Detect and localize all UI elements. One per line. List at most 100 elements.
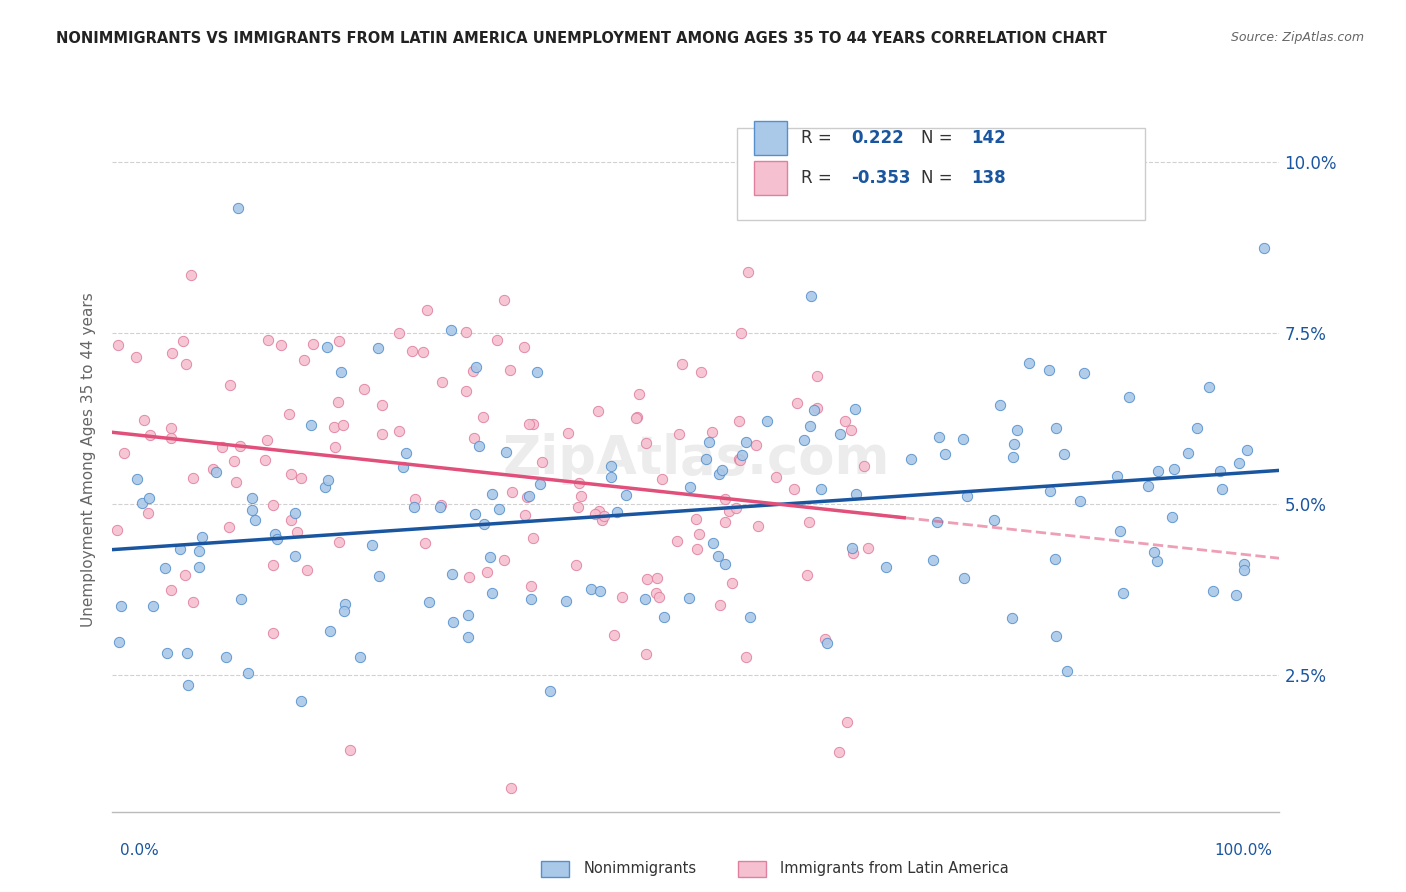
Point xyxy=(264,527,287,541)
Point xyxy=(368,569,391,583)
Point xyxy=(330,365,353,379)
Point xyxy=(177,677,200,691)
Point xyxy=(1233,557,1256,571)
Point xyxy=(395,446,418,460)
Point xyxy=(634,436,657,450)
Point xyxy=(1105,469,1128,483)
Point xyxy=(256,434,278,448)
Point xyxy=(454,325,477,339)
Point xyxy=(1225,588,1247,602)
Point xyxy=(229,591,252,606)
Point xyxy=(922,552,945,566)
Point xyxy=(614,487,637,501)
Point xyxy=(644,585,666,599)
Point xyxy=(262,498,284,512)
Point xyxy=(526,365,548,379)
Point xyxy=(834,415,856,429)
Point xyxy=(800,289,823,303)
Point xyxy=(1233,563,1256,577)
Point xyxy=(593,508,616,523)
Point xyxy=(956,489,979,503)
Point xyxy=(471,409,494,424)
Point xyxy=(952,432,974,446)
Point xyxy=(1163,462,1185,476)
Point xyxy=(730,326,752,340)
Point xyxy=(290,694,312,708)
Point xyxy=(685,512,707,526)
Point xyxy=(174,358,197,372)
Point xyxy=(953,571,976,585)
Point xyxy=(1069,494,1091,508)
Point xyxy=(678,591,700,605)
Point xyxy=(494,293,516,307)
Point xyxy=(495,445,517,459)
Text: 0.222: 0.222 xyxy=(851,129,904,147)
Point xyxy=(280,513,302,527)
Point xyxy=(218,378,240,392)
Point xyxy=(793,433,815,447)
Point xyxy=(225,475,247,490)
Point xyxy=(370,398,392,412)
Point xyxy=(612,590,634,604)
Point xyxy=(1211,482,1233,496)
Point xyxy=(270,338,292,352)
Point xyxy=(591,513,613,527)
Text: R =: R = xyxy=(801,129,837,147)
Point xyxy=(323,420,346,434)
Point xyxy=(845,487,868,501)
Point xyxy=(652,610,675,624)
Text: 142: 142 xyxy=(972,129,1007,147)
Point xyxy=(441,566,464,581)
Point xyxy=(900,451,922,466)
Point xyxy=(328,395,350,409)
Point xyxy=(581,582,603,597)
Point xyxy=(815,636,838,650)
Point xyxy=(588,583,610,598)
Point xyxy=(934,446,956,460)
Point xyxy=(707,549,730,564)
Text: Source: ZipAtlas.com: Source: ZipAtlas.com xyxy=(1230,31,1364,45)
Point xyxy=(520,592,543,607)
Point xyxy=(856,541,879,556)
Point xyxy=(734,649,756,664)
Point xyxy=(457,608,479,623)
Point xyxy=(709,467,731,481)
Point xyxy=(339,742,361,756)
Point xyxy=(555,594,578,608)
Point xyxy=(700,425,723,439)
Point xyxy=(720,575,742,590)
Point xyxy=(697,434,720,449)
Text: -0.353: -0.353 xyxy=(851,169,911,187)
Point xyxy=(429,500,451,514)
Point xyxy=(522,531,544,545)
Point xyxy=(731,448,754,462)
Text: N =: N = xyxy=(921,129,957,147)
Point xyxy=(107,338,129,352)
Point xyxy=(240,503,263,517)
Point xyxy=(564,558,586,572)
Point xyxy=(603,628,626,642)
Point xyxy=(651,472,673,486)
Point xyxy=(839,423,862,437)
Point xyxy=(499,363,522,377)
Point xyxy=(290,470,312,484)
Point xyxy=(413,536,436,550)
Point xyxy=(1198,380,1220,394)
Point xyxy=(647,572,669,586)
Point xyxy=(155,560,177,574)
Point xyxy=(1202,584,1225,599)
Point xyxy=(1136,478,1159,492)
Point xyxy=(183,471,205,485)
Point xyxy=(599,459,621,474)
Point xyxy=(1005,423,1028,437)
Point xyxy=(799,419,821,434)
Point xyxy=(315,340,337,354)
Point xyxy=(187,544,209,558)
Point xyxy=(405,491,427,506)
Point xyxy=(671,357,693,371)
Point xyxy=(138,491,160,505)
Point xyxy=(370,427,392,442)
Point xyxy=(215,650,238,665)
Point xyxy=(181,595,204,609)
Point xyxy=(648,591,671,605)
